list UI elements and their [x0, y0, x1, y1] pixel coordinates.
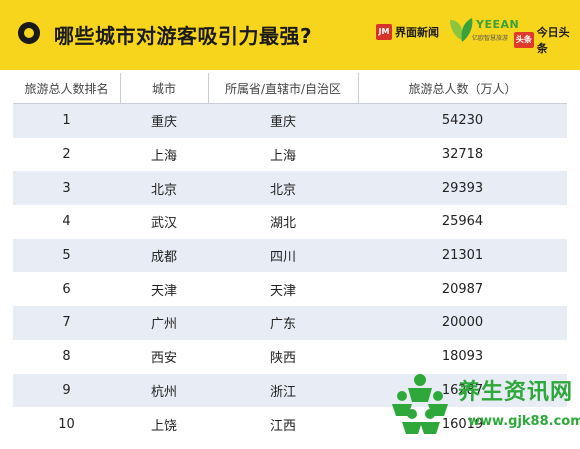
jiemian-logo-text: 界面新闻: [395, 26, 439, 39]
province-cell: 上海: [269, 149, 296, 165]
watermark: 养生资讯网 www.gjk88.com: [388, 370, 580, 442]
rank-cell: 2: [62, 147, 71, 163]
rank-cell: 1: [62, 113, 71, 129]
table-row: 7 广州 广东 20000: [13, 306, 567, 340]
page-title: 哪些城市对游客吸引力最强?: [54, 24, 313, 48]
table-row: 2 上海 上海 32718: [13, 138, 567, 172]
yeean-logo: YEEAN 亿欧智慧旅游: [448, 16, 519, 50]
visitors-cell: 29393: [441, 180, 484, 196]
watermark-url: www.gjk88.com: [468, 414, 580, 429]
visitors-cell: 16019: [441, 416, 484, 432]
table-row: 8 西安 陕西 18093: [13, 340, 567, 374]
table-row: 9 杭州 浙江 16287: [13, 373, 567, 408]
rank-cell: 3: [62, 180, 71, 196]
header-banner: 哪些城市对游客吸引力最强? JM 界面新闻 YEEAN 亿欧智慧旅游 头条 今日…: [0, 0, 580, 70]
city-cell: 上海: [150, 149, 177, 165]
visitors-cell: 25964: [441, 214, 484, 230]
leaf-icon: [450, 18, 473, 42]
province-cell: 重庆: [269, 115, 296, 131]
visitors-cell: 18093: [441, 349, 484, 365]
city-cell: 武汉: [150, 216, 177, 232]
column-header-visitors: 旅游总人数（万人）: [408, 81, 517, 96]
table-row: 3 北京 北京 29393: [13, 171, 567, 206]
ranking-table: 旅游总人数排名 城市 所属省/直辖市/自治区 旅游总人数（万人） 1 重庆 重庆…: [13, 73, 567, 441]
province-cell: 四川: [269, 250, 296, 266]
city-cell: 杭州: [150, 384, 177, 400]
table-row: 6 天津 天津 20987: [13, 272, 567, 306]
table-row: 10 上饶 江西 16019: [13, 407, 567, 441]
watermark-title: 养生资讯网: [458, 380, 574, 405]
rank-cell: 4: [62, 214, 71, 230]
rank-cell: 8: [62, 349, 71, 365]
visitors-cell: 21301: [441, 248, 484, 264]
rank-cell: 9: [62, 382, 71, 398]
column-divider: [208, 73, 209, 103]
province-cell: 浙江: [269, 384, 296, 400]
city-cell: 北京: [150, 182, 177, 198]
city-cell: 西安: [150, 351, 177, 367]
rank-cell: 10: [58, 416, 75, 432]
city-cell: 天津: [150, 283, 177, 299]
city-cell: 成都: [150, 250, 177, 266]
visitors-cell: 20000: [441, 315, 484, 331]
city-cell: 重庆: [150, 115, 177, 131]
column-header-city: 城市: [151, 81, 176, 96]
yeean-logo-subtext: 亿欧智慧旅游: [472, 35, 509, 42]
bullet-icon: [18, 22, 40, 44]
rank-cell: 5: [62, 248, 71, 264]
table-row: 1 重庆 重庆 54230: [13, 104, 567, 138]
toutiao-logo: 头条 今日头条: [514, 24, 580, 56]
visitors-cell: 16287: [441, 382, 484, 398]
city-cell: 广州: [150, 317, 177, 333]
province-cell: 广东: [269, 317, 296, 333]
toutiao-mark-icon: 头条: [514, 32, 534, 48]
visitors-cell: 32718: [441, 147, 484, 163]
jiemian-mark-icon: JM: [376, 24, 392, 40]
yeean-logo-text: YEEAN: [476, 18, 520, 31]
province-cell: 天津: [269, 283, 296, 299]
table-row: 4 武汉 湖北 25964: [13, 205, 567, 239]
province-cell: 湖北: [269, 216, 296, 232]
toutiao-logo-text: 今日头条: [536, 26, 570, 55]
rank-cell: 7: [62, 315, 71, 331]
visitors-cell: 54230: [441, 113, 484, 129]
table-header-row: 旅游总人数排名 城市 所属省/直辖市/自治区 旅游总人数（万人）: [13, 73, 567, 104]
column-header-province: 所属省/直辖市/自治区: [224, 81, 342, 96]
province-cell: 北京: [269, 182, 296, 198]
jiemian-logo: JM 界面新闻: [376, 24, 439, 40]
table-row: 5 成都 四川 21301: [13, 238, 567, 273]
province-cell: 江西: [269, 418, 296, 434]
column-divider: [120, 73, 121, 103]
column-divider: [358, 73, 359, 103]
people-icon: [392, 374, 448, 434]
visitors-cell: 20987: [441, 281, 484, 297]
column-header-rank: 旅游总人数排名: [24, 81, 109, 96]
province-cell: 陕西: [269, 351, 296, 367]
city-cell: 上饶: [150, 418, 177, 434]
rank-cell: 6: [62, 281, 71, 297]
